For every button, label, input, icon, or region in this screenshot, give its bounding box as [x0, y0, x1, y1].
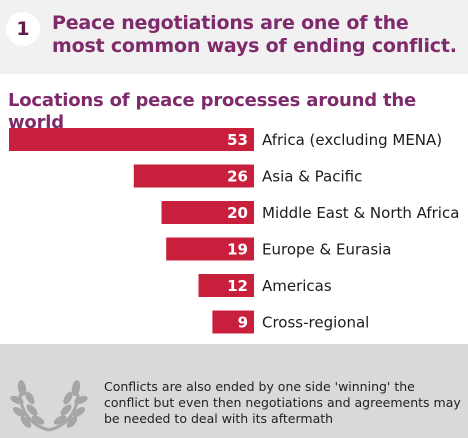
category-label-3: Europe & Eurasia — [262, 241, 392, 259]
bar-2 — [161, 201, 254, 224]
category-label-2: Middle East & North Africa — [262, 204, 459, 222]
laurel-wreath-icon — [10, 380, 88, 432]
bar-value-label-1: 26 — [227, 168, 248, 186]
headline: Peace negotiations are one of the most c… — [52, 12, 457, 57]
bar-0 — [9, 128, 254, 151]
footer-note-panel: Conflicts are also ended by one side 'wi… — [0, 344, 468, 438]
bar-3 — [166, 237, 254, 261]
bar-value-label-3: 19 — [227, 241, 248, 259]
bar-4 — [198, 274, 254, 297]
category-label-0: Africa (excluding MENA) — [262, 131, 442, 149]
bar-value-label-2: 20 — [227, 204, 248, 222]
bar-value-label-5: 9 — [238, 314, 248, 332]
header-band: 1 Peace negotiations are one of the most… — [0, 0, 468, 74]
bar-value-label-0: 53 — [227, 131, 248, 149]
step-number-badge: 1 — [6, 12, 40, 46]
category-label-5: Cross-regional — [262, 314, 369, 332]
category-label-1: Asia & Pacific — [262, 168, 362, 186]
bar-chart: 53 Africa (excluding MENA) 26 Asia & Pacifi… — [9, 128, 459, 334]
chart-title: Locations of peace processes around the … — [8, 90, 417, 133]
footer-note-text: Conflicts are also ended by one side 'wi… — [104, 379, 461, 426]
bar-5 — [212, 310, 254, 334]
category-label-4: Americas — [262, 277, 332, 295]
bar-value-label-4: 12 — [227, 277, 248, 295]
bar-1 — [133, 164, 254, 188]
